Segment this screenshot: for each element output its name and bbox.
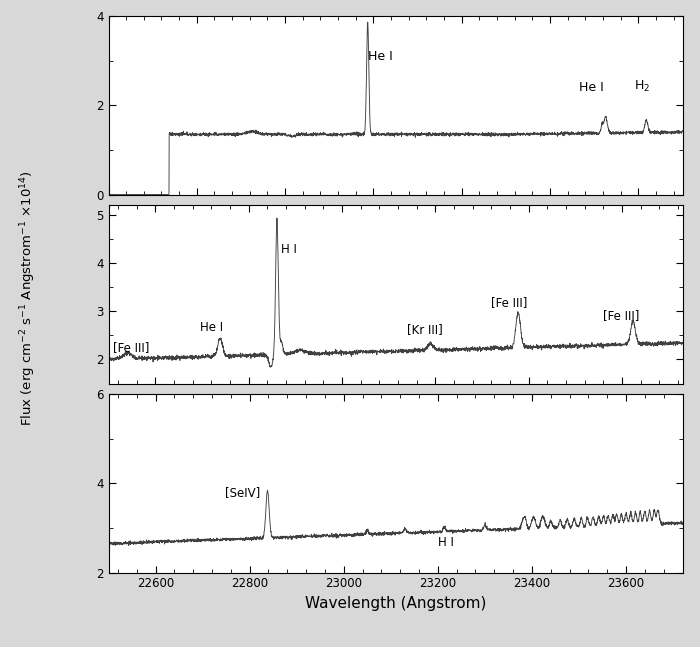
X-axis label: Wavelength (Angstrom): Wavelength (Angstrom): [304, 596, 486, 611]
Text: He I: He I: [579, 82, 603, 94]
Text: [SeIV]: [SeIV]: [225, 486, 260, 499]
Text: He I: He I: [368, 50, 393, 63]
Text: [Kr III]: [Kr III]: [407, 324, 443, 336]
Text: H I: H I: [438, 536, 454, 549]
Text: H$_2$: H$_2$: [634, 79, 650, 94]
Text: [Fe III]: [Fe III]: [491, 296, 528, 309]
Text: [Fe III]: [Fe III]: [113, 341, 150, 354]
Text: [Fe III]: [Fe III]: [603, 309, 640, 322]
Text: H I: H I: [281, 243, 297, 256]
Text: He I: He I: [199, 322, 223, 334]
Text: Flux (erg cm$^{-2}$ s$^{-1}$ Angstrom$^{-1}$ $\times$10$^{14}$): Flux (erg cm$^{-2}$ s$^{-1}$ Angstrom$^{…: [18, 170, 38, 426]
